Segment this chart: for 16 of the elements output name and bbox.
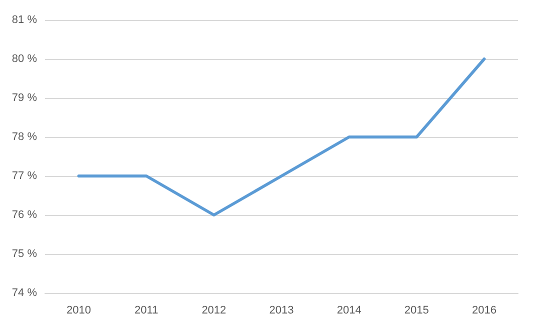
x-tick-label: 2012 [202, 304, 226, 316]
y-tick-label: 81 % [12, 14, 38, 26]
x-tick-label: 2013 [269, 304, 294, 316]
x-tick-label: 2016 [472, 304, 496, 316]
y-tick-label: 77 % [12, 170, 38, 182]
y-tick-label: 76 % [12, 209, 38, 221]
y-tick-label: 79 % [12, 92, 38, 104]
y-tick-label: 80 % [12, 53, 38, 65]
x-tick-label: 2010 [66, 304, 92, 316]
y-tick-label: 75 % [12, 248, 38, 260]
x-tick-label: 2015 [404, 304, 429, 316]
x-tick-label: 2011 [134, 304, 158, 316]
y-tick-label: 74 % [12, 287, 38, 299]
line-series [77, 58, 486, 216]
y-tick-label: 78 % [12, 131, 38, 143]
x-tick-label: 2014 [336, 304, 362, 316]
